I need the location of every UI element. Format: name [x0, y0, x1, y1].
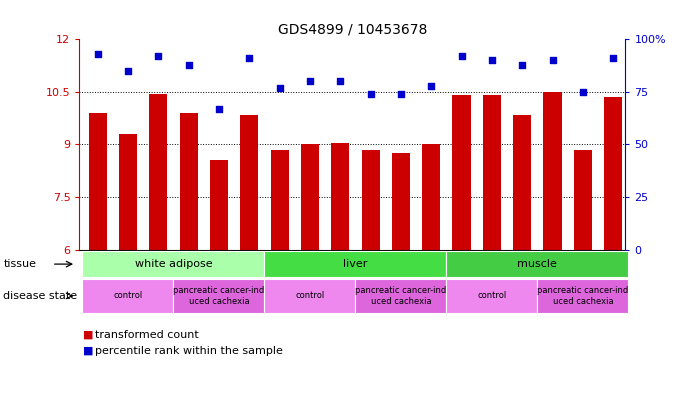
- Bar: [483, 95, 501, 250]
- Point: [486, 57, 498, 63]
- Point: [153, 53, 164, 59]
- Text: pancreatic cancer-ind
uced cachexia: pancreatic cancer-ind uced cachexia: [173, 286, 265, 306]
- Point: [334, 78, 346, 84]
- Bar: [513, 115, 531, 250]
- Text: liver: liver: [343, 259, 368, 269]
- Bar: [119, 134, 137, 250]
- Point: [305, 78, 316, 84]
- Point: [92, 51, 103, 57]
- Bar: [149, 94, 167, 250]
- Point: [426, 83, 437, 89]
- Point: [607, 55, 618, 61]
- Point: [395, 91, 406, 97]
- Bar: [210, 160, 228, 250]
- Point: [517, 61, 528, 68]
- Point: [578, 89, 589, 95]
- Point: [122, 68, 133, 74]
- Bar: [453, 95, 471, 250]
- Text: tissue: tissue: [3, 259, 37, 269]
- Text: control: control: [295, 292, 325, 300]
- Point: [214, 106, 225, 112]
- Title: GDS4899 / 10453678: GDS4899 / 10453678: [278, 23, 427, 37]
- Text: pancreatic cancer-ind
uced cachexia: pancreatic cancer-ind uced cachexia: [355, 286, 446, 306]
- Text: pancreatic cancer-ind
uced cachexia: pancreatic cancer-ind uced cachexia: [538, 286, 629, 306]
- Text: transformed count: transformed count: [95, 330, 199, 340]
- Bar: [574, 150, 592, 250]
- Bar: [604, 97, 623, 250]
- Point: [183, 61, 194, 68]
- Point: [365, 91, 376, 97]
- Text: muscle: muscle: [518, 259, 558, 269]
- Point: [456, 53, 467, 59]
- Bar: [331, 143, 350, 250]
- Text: white adipose: white adipose: [135, 259, 212, 269]
- Text: ■: ■: [83, 330, 93, 340]
- Bar: [180, 113, 198, 250]
- Text: disease state: disease state: [3, 291, 77, 301]
- Point: [244, 55, 255, 61]
- Text: percentile rank within the sample: percentile rank within the sample: [95, 345, 283, 356]
- Bar: [422, 144, 440, 250]
- Bar: [270, 150, 289, 250]
- Text: ■: ■: [83, 345, 93, 356]
- Bar: [361, 150, 379, 250]
- Bar: [392, 153, 410, 250]
- Bar: [543, 92, 562, 250]
- Point: [547, 57, 558, 63]
- Bar: [301, 144, 319, 250]
- Point: [274, 84, 285, 91]
- Bar: [240, 115, 258, 250]
- Text: control: control: [113, 292, 142, 300]
- Text: control: control: [477, 292, 507, 300]
- Bar: [88, 113, 106, 250]
